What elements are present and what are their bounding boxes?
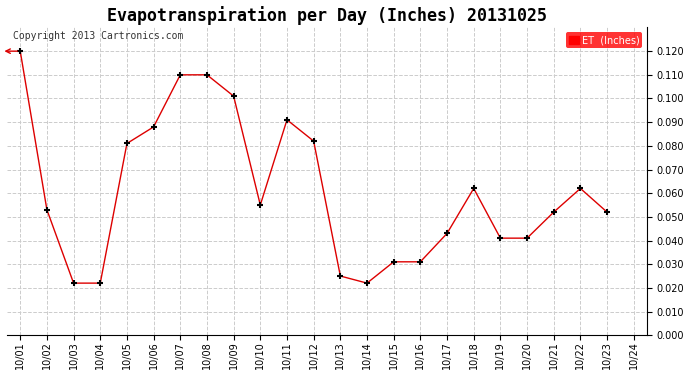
Legend: ET  (Inches): ET (Inches) bbox=[566, 32, 642, 48]
Text: Copyright 2013 Cartronics.com: Copyright 2013 Cartronics.com bbox=[13, 30, 184, 40]
Title: Evapotranspiration per Day (Inches) 20131025: Evapotranspiration per Day (Inches) 2013… bbox=[107, 6, 547, 24]
